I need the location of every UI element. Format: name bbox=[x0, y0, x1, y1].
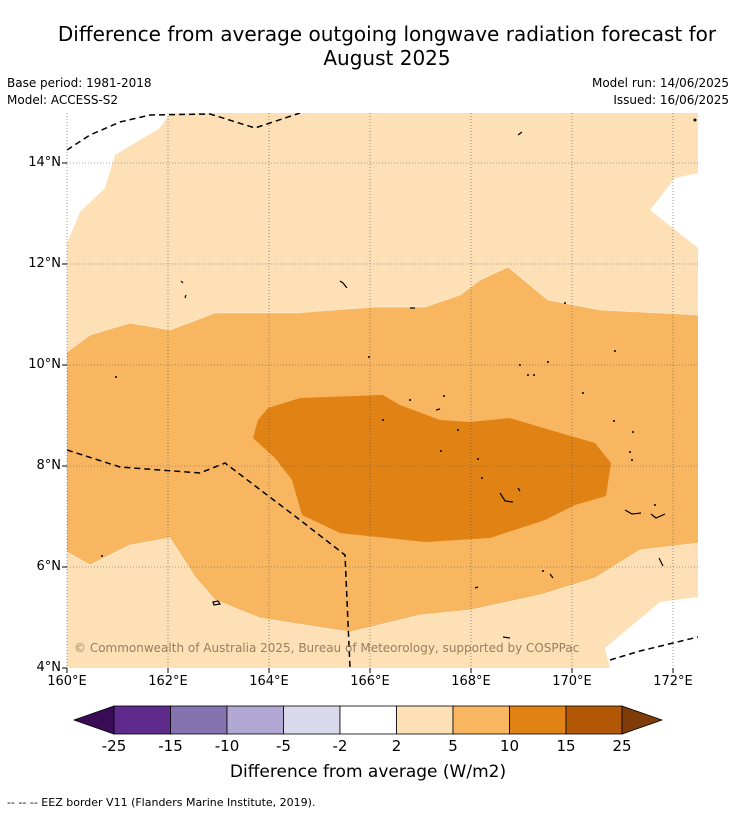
lat-label: 6°N bbox=[36, 559, 62, 574]
colorbar-bin bbox=[509, 705, 567, 735]
title-line-2: August 2025 bbox=[323, 46, 451, 70]
lat-label: 14°N bbox=[28, 155, 61, 170]
colorbar-extend-low bbox=[72, 705, 115, 735]
white-region-southeast bbox=[605, 597, 698, 668]
copyright-notice: © Commonwealth of Australia 2025, Bureau… bbox=[74, 641, 580, 655]
colorbar-tick: -10 bbox=[214, 737, 240, 755]
colorbar-tick: 10 bbox=[499, 737, 520, 755]
colorbar-bin bbox=[452, 705, 510, 735]
lat-label: 8°N bbox=[36, 458, 62, 473]
axis-ticks bbox=[62, 162, 674, 673]
colorbar-tick: -25 bbox=[101, 737, 127, 755]
colorbar-tick: 5 bbox=[448, 737, 458, 755]
meta-right: Model run: 14/06/2025 Issued: 16/06/2025 bbox=[592, 75, 729, 109]
colorbar-tick: -2 bbox=[332, 737, 348, 755]
band-10-to-15 bbox=[253, 395, 611, 542]
colorbar-bin bbox=[170, 705, 228, 735]
eez-footnote: -- -- -- EEZ border V11 (Flanders Marine… bbox=[7, 796, 316, 809]
colorbar-bin bbox=[113, 705, 171, 735]
islands bbox=[180, 131, 666, 639]
lat-label: 12°N bbox=[28, 256, 61, 271]
meta-left: Base period: 1981-2018 Model: ACCESS-S2 bbox=[7, 75, 152, 109]
lon-label: 172°E bbox=[653, 674, 693, 689]
colorbar-tick: -5 bbox=[276, 737, 291, 755]
island-dots bbox=[101, 118, 697, 572]
colorbar-bin bbox=[226, 705, 284, 735]
contour-outlines bbox=[67, 266, 698, 633]
colorbar-bin bbox=[396, 705, 454, 735]
colorbar bbox=[72, 705, 664, 735]
white-region-east bbox=[650, 173, 698, 248]
model-name: Model: ACCESS-S2 bbox=[7, 93, 119, 107]
map-title: Difference from average outgoing longwav… bbox=[0, 22, 736, 70]
model-run: Model run: 14/06/2025 bbox=[591, 76, 729, 90]
lon-label: 170°E bbox=[552, 674, 592, 689]
issued-date: Issued: 16/06/2025 bbox=[613, 93, 729, 107]
lon-label: 160°E bbox=[47, 674, 87, 689]
colorbar-bin bbox=[283, 705, 341, 735]
colorbar-tick: 25 bbox=[612, 737, 632, 755]
eez-border-lines bbox=[67, 113, 698, 668]
colorbar-tick: 2 bbox=[391, 737, 402, 755]
colorbar-tick: -15 bbox=[158, 737, 183, 755]
lon-label: 164°E bbox=[249, 674, 289, 689]
base-period: Base period: 1981-2018 bbox=[7, 76, 152, 90]
lon-label: 162°E bbox=[148, 674, 188, 689]
forecast-field bbox=[67, 113, 698, 668]
white-region-northwest bbox=[67, 113, 170, 243]
lat-label: 10°N bbox=[28, 357, 61, 372]
colorbar-title: Difference from average (W/m2) bbox=[229, 762, 507, 782]
colorbar-tick: 15 bbox=[556, 737, 576, 755]
colorbar-bin bbox=[339, 705, 397, 735]
lon-label: 166°E bbox=[350, 674, 390, 689]
gridlines bbox=[66, 113, 698, 668]
colorbar-bin bbox=[565, 705, 623, 735]
lat-label: 4°N bbox=[36, 660, 62, 675]
lon-label: 168°E bbox=[451, 674, 491, 689]
title-line-1: Difference from average outgoing longwav… bbox=[57, 22, 717, 46]
colorbar-extend-high bbox=[621, 705, 664, 735]
